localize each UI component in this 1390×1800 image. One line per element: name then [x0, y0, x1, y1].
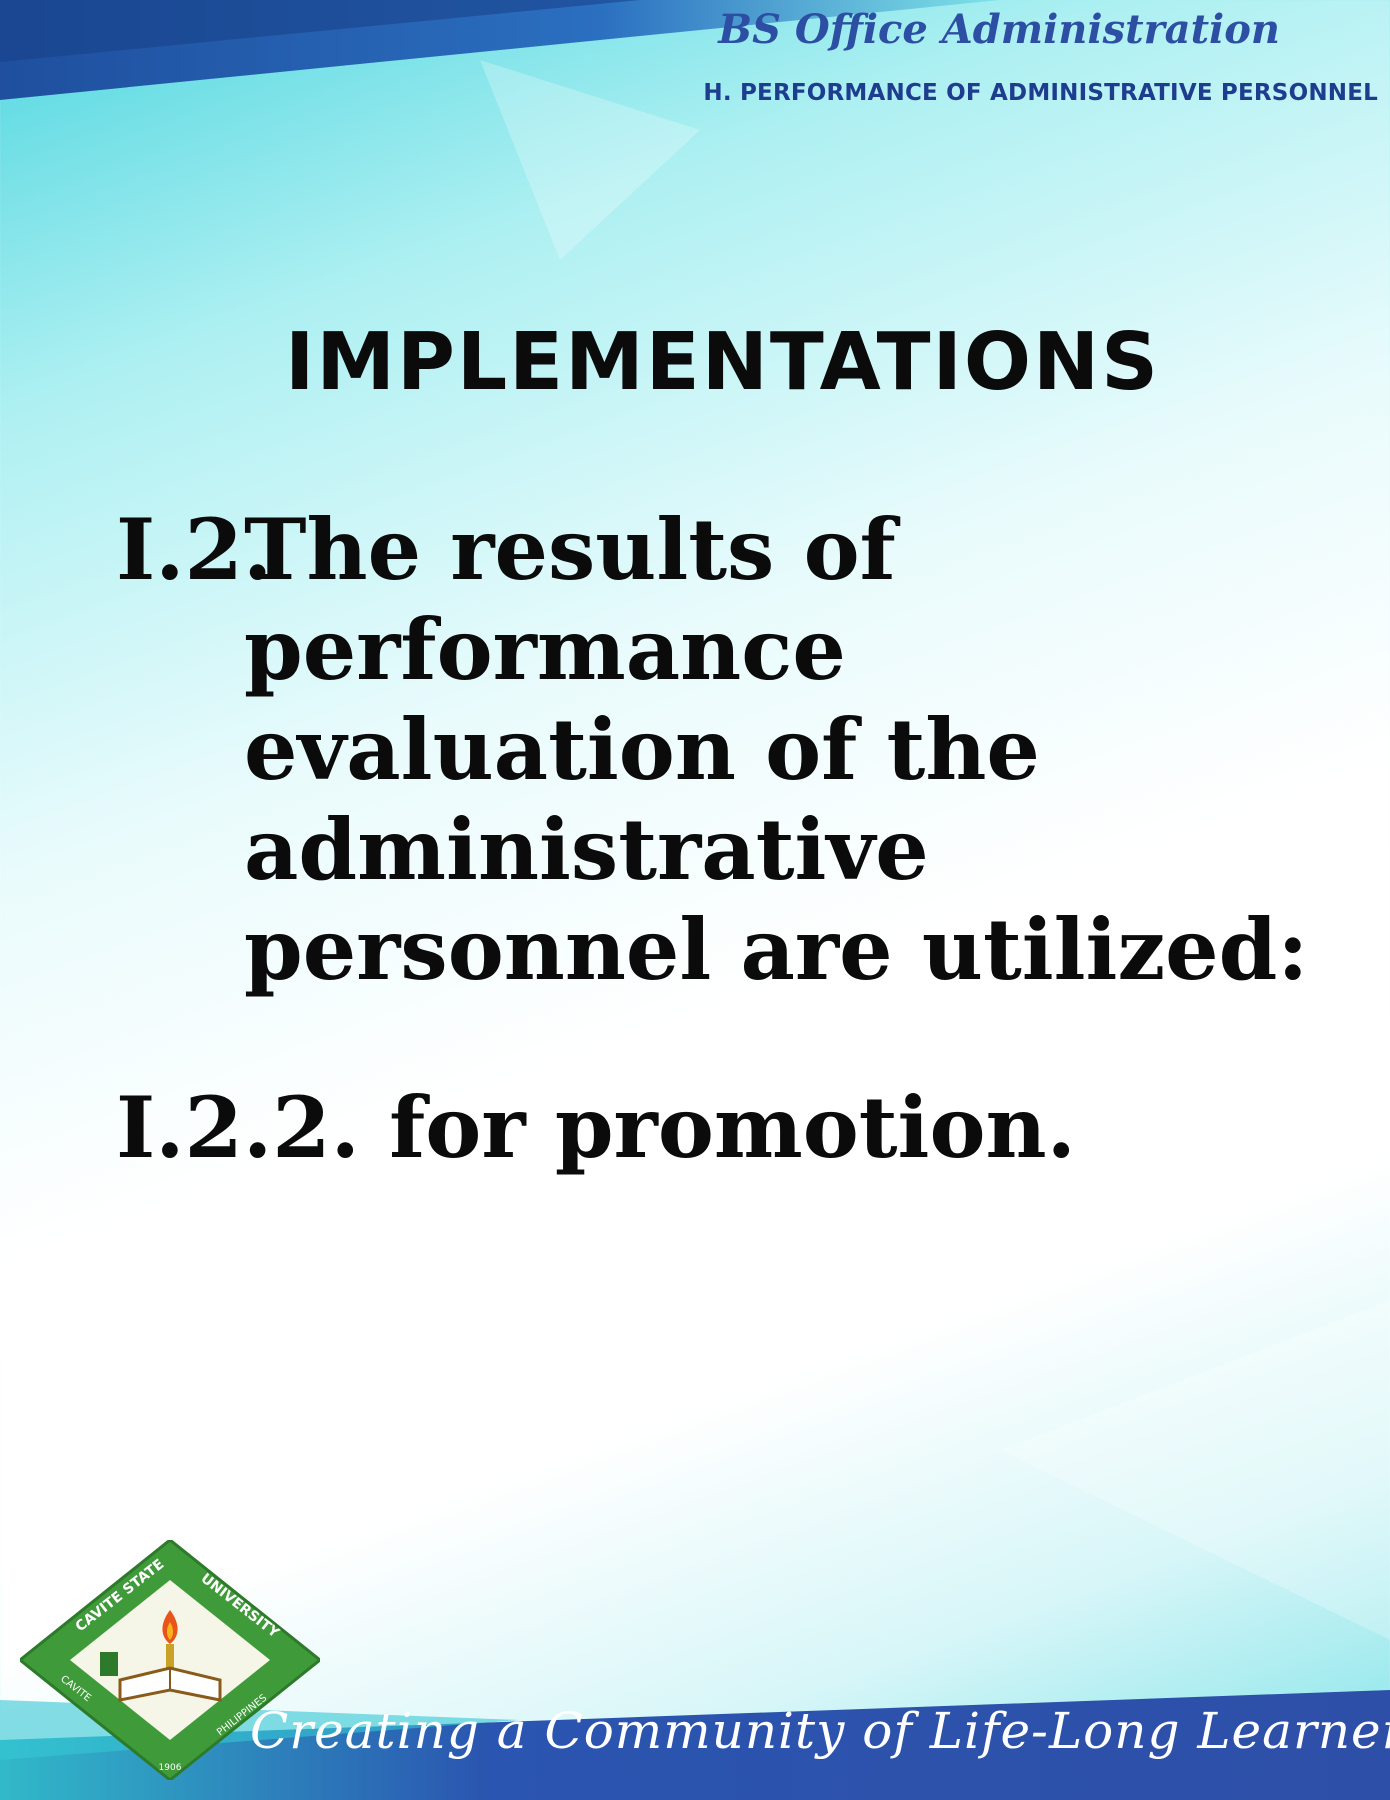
item-text-line: performance: [244, 600, 846, 699]
implementation-item-1-2-2: I.2.2. for promotion.: [116, 1078, 1076, 1177]
item-text-line: personnel are utilized:: [244, 900, 1309, 999]
footer-tagline: Creating a Community of Life-Long Learne…: [250, 1702, 1390, 1760]
university-seal-logo: CAVITE STATE UNIVERSITY CAVITE PHILIPPIN…: [20, 1540, 320, 1780]
item-text-line: evaluation of the: [244, 700, 1040, 799]
item-first-line: I.2.The results of: [116, 500, 1296, 600]
item-number: I.2.: [116, 500, 273, 599]
item-text-line: administrative: [244, 800, 929, 899]
implementation-item-1-2: I.2.The results of performance evaluatio…: [116, 500, 1309, 1000]
svg-text:1906: 1906: [159, 1763, 182, 1773]
item-text-line: The results of: [244, 500, 896, 599]
program-title: BS Office Administration: [718, 6, 1280, 53]
section-heading: H. PERFORMANCE OF ADMINISTRATIVE PERSONN…: [703, 80, 1378, 106]
page-title: IMPLEMENTATIONS: [284, 316, 1161, 408]
